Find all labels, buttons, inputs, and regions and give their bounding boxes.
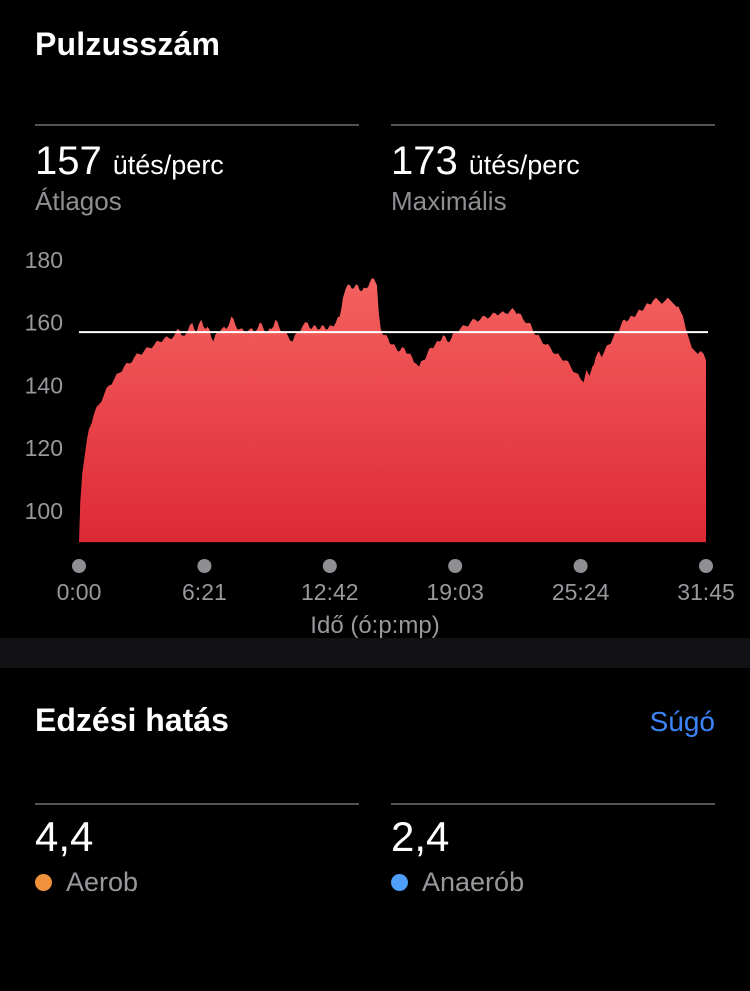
max-heart-rate-unit: ütés/perc bbox=[468, 150, 580, 180]
max-heart-rate-label: Maximális bbox=[391, 186, 507, 216]
x-tick-label: 19:03 bbox=[426, 579, 484, 605]
y-axis-labels: 180 160 140 120 100 bbox=[25, 247, 63, 524]
x-tick-label: 6:21 bbox=[182, 579, 227, 605]
heart-rate-stats-row: 157 ütés/perc Átlagos 173 ütés/perc Maxi… bbox=[35, 124, 715, 216]
average-heart-rate-value: 157 bbox=[35, 139, 102, 183]
x-tick-label: 25:24 bbox=[552, 579, 610, 605]
training-effect-stats-row: 4,4 Aerob 2,4 Anaerób bbox=[35, 803, 715, 897]
y-tick-label: 100 bbox=[25, 498, 63, 524]
x-tick-dot bbox=[448, 559, 463, 573]
y-tick-label: 160 bbox=[25, 310, 63, 336]
heart-rate-area bbox=[79, 278, 706, 543]
aerobic-label: Aerob bbox=[66, 867, 139, 897]
aerobic-value: 4,4 bbox=[35, 813, 94, 860]
page-title: Pulzusszám bbox=[35, 26, 221, 62]
anaerobic-stat: 2,4 Anaerób bbox=[391, 803, 715, 897]
anaerobic-value: 2,4 bbox=[391, 813, 450, 860]
aerobic-dot-icon bbox=[35, 873, 52, 891]
card-separator bbox=[0, 638, 750, 668]
x-axis-title: Idő (ó:p:mp) bbox=[310, 612, 439, 638]
anaerobic-dot-icon bbox=[391, 873, 408, 891]
help-link[interactable]: Súgó bbox=[649, 706, 715, 737]
y-tick-label: 120 bbox=[25, 435, 63, 461]
x-tick-dot bbox=[322, 559, 337, 573]
average-heart-rate-label: Átlagos bbox=[35, 186, 122, 216]
x-axis-ticks: 0:00 6:21 12:42 19:03 25:24 31:45 bbox=[57, 559, 735, 605]
training-effect-header: Edzési hatás Súgó bbox=[35, 702, 715, 738]
heart-rate-card: Pulzusszám 157 ütés/perc Átlagos 173 üté… bbox=[0, 26, 750, 638]
x-tick-dot bbox=[573, 559, 588, 573]
y-tick-label: 140 bbox=[25, 372, 63, 398]
x-tick-label: 31:45 bbox=[677, 579, 735, 605]
average-heart-rate-unit: ütés/perc bbox=[112, 150, 224, 180]
anaerobic-label: Anaerób bbox=[422, 867, 525, 897]
x-tick-dot bbox=[197, 559, 212, 573]
max-heart-rate-stat: 173 ütés/perc Maximális bbox=[391, 124, 715, 216]
average-heart-rate-stat: 157 ütés/perc Átlagos bbox=[35, 124, 359, 216]
aerobic-stat: 4,4 Aerob bbox=[35, 803, 359, 897]
x-tick-label: 0:00 bbox=[57, 579, 102, 605]
training-effect-card: Edzési hatás Súgó 4,4 Aerob 2,4 Anaerób bbox=[0, 702, 750, 969]
heart-rate-chart[interactable]: 180 160 140 120 100 0:00 6:21 12:42 19:03 25:24 3… bbox=[0, 238, 750, 638]
x-tick-label: 12:42 bbox=[301, 579, 359, 605]
x-tick-dot bbox=[72, 559, 86, 573]
max-heart-rate-value: 173 bbox=[391, 139, 458, 183]
section-title: Edzési hatás bbox=[35, 702, 229, 738]
x-tick-dot bbox=[699, 559, 713, 573]
y-tick-label: 180 bbox=[25, 247, 63, 273]
